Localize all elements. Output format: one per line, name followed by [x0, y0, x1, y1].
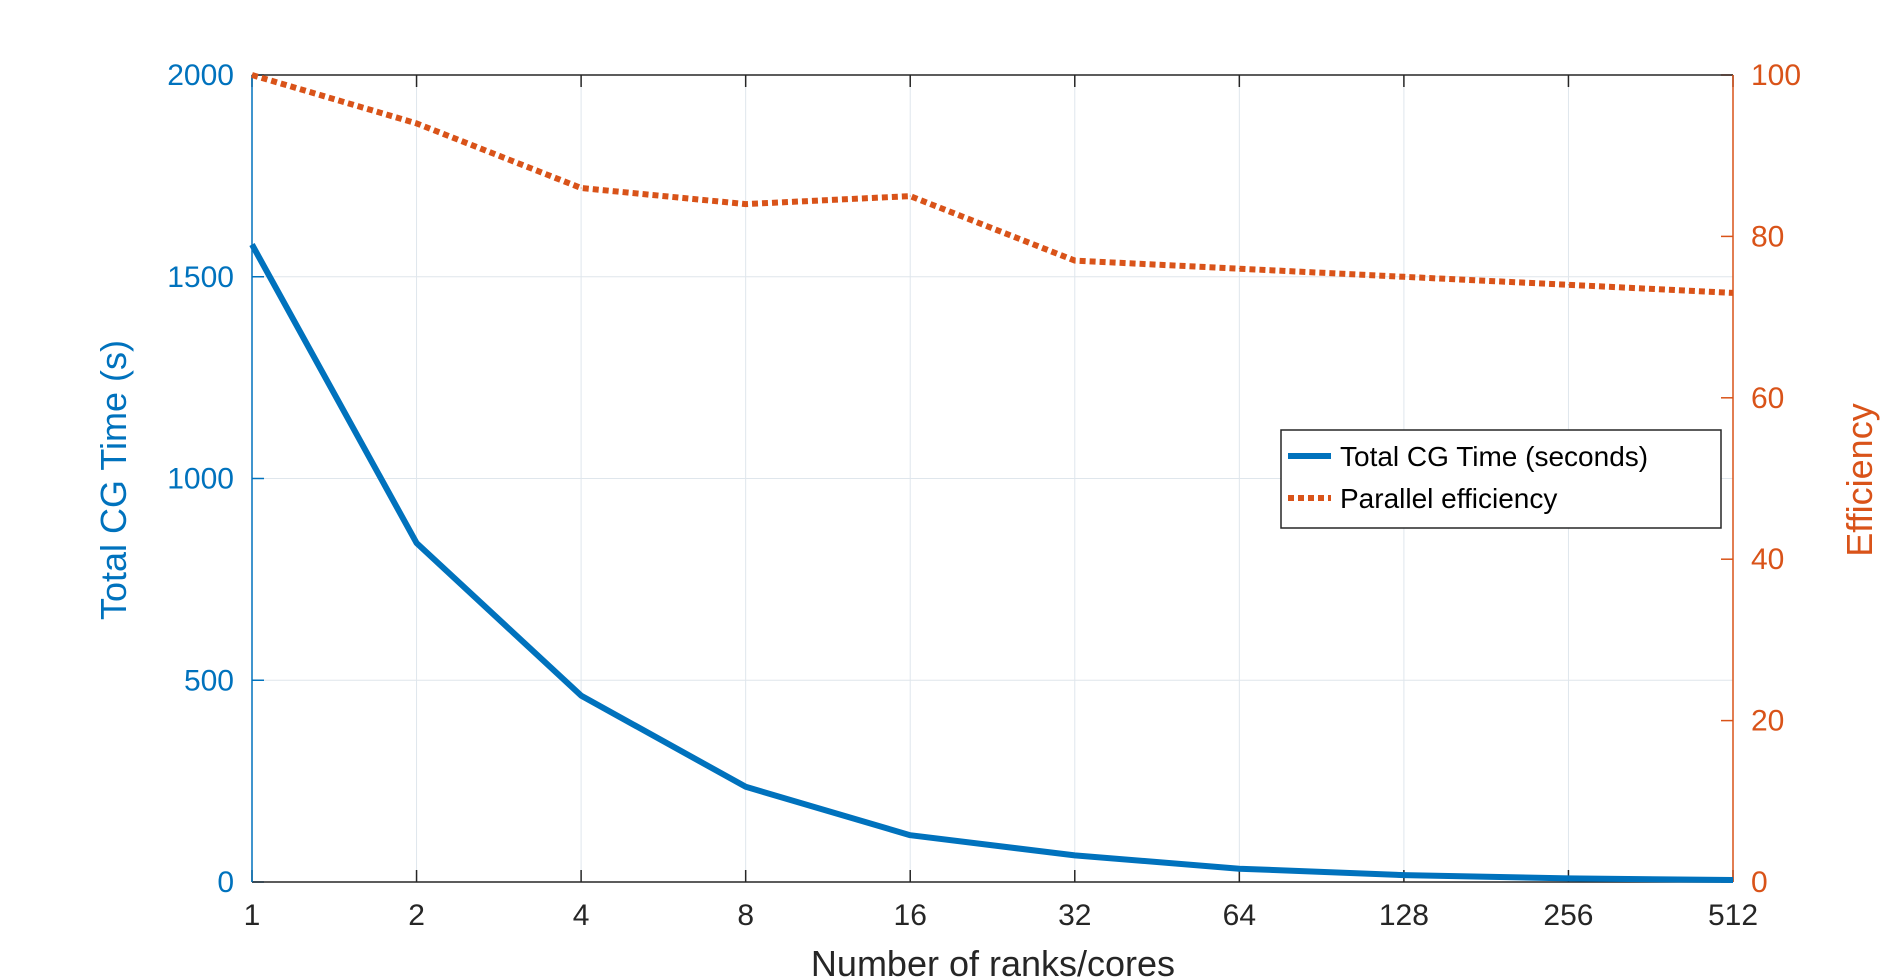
left-tick-label: 500: [184, 664, 234, 697]
x-tick-label: 128: [1379, 899, 1429, 932]
legend-label-time: Total CG Time (seconds): [1340, 441, 1648, 472]
right-axis-label: Efficiency: [1839, 403, 1880, 556]
data-point-cg-time: [1238, 868, 1240, 870]
data-point-cg-time: [1403, 874, 1405, 876]
x-axis-label: Number of ranks/cores: [811, 943, 1175, 980]
legend: Total CG Time (seconds) Parallel efficie…: [1280, 429, 1722, 529]
series-line-efficiency: [251, 72, 1734, 296]
right-tick-label: 80: [1751, 220, 1784, 253]
data-point-efficiency: [909, 195, 911, 197]
left-tick-label: 1500: [167, 261, 234, 294]
data-point-efficiency: [1567, 284, 1569, 286]
data-point-efficiency: [1732, 292, 1734, 294]
x-tick-label: 32: [1058, 899, 1091, 932]
data-point-cg-time: [1732, 879, 1734, 881]
x-tick-label: 16: [894, 899, 927, 932]
axes: 1 2 4 8 16 32 64 128 256 512050010001500200002040…: [167, 59, 1801, 932]
right-tick-label: 60: [1751, 382, 1784, 415]
left-tick-label: 2000: [167, 59, 234, 92]
data-point-cg-time: [580, 695, 582, 697]
left-axis-label: Total CG Time (s): [93, 340, 134, 620]
right-tick-label: 40: [1751, 543, 1784, 576]
series-line-cg-time: [249, 243, 1734, 883]
series-group: [249, 72, 1734, 883]
legend-box: [1280, 429, 1722, 529]
x-tick-label: 2: [408, 899, 425, 932]
data-point-cg-time: [909, 834, 911, 836]
data-point-cg-time: [1567, 877, 1569, 879]
data-point-efficiency: [580, 187, 582, 189]
data-point-cg-time: [745, 786, 747, 788]
data-point-efficiency: [251, 74, 253, 76]
x-tick-label: 512: [1708, 899, 1758, 932]
left-tick-label: 0: [217, 866, 234, 899]
data-point-efficiency: [745, 203, 747, 205]
data-point-efficiency: [1238, 268, 1240, 270]
x-tick-label: 256: [1543, 899, 1593, 932]
legend-label-efficiency: Parallel efficiency: [1340, 483, 1557, 514]
x-tick-label: 8: [737, 899, 754, 932]
data-point-efficiency: [416, 122, 418, 124]
x-tick-label: 4: [573, 899, 590, 932]
right-tick-label: 100: [1751, 59, 1801, 92]
data-point-cg-time: [1074, 854, 1076, 856]
x-tick-label: 1: [244, 899, 261, 932]
left-tick-label: 1000: [167, 463, 234, 496]
right-tick-label: 0: [1751, 866, 1768, 899]
x-tick-label: 64: [1223, 899, 1256, 932]
right-tick-label: 20: [1751, 705, 1784, 738]
data-point-cg-time: [251, 243, 253, 245]
data-point-efficiency: [1403, 276, 1405, 278]
data-point-efficiency: [1074, 260, 1076, 262]
data-point-cg-time: [416, 542, 418, 544]
